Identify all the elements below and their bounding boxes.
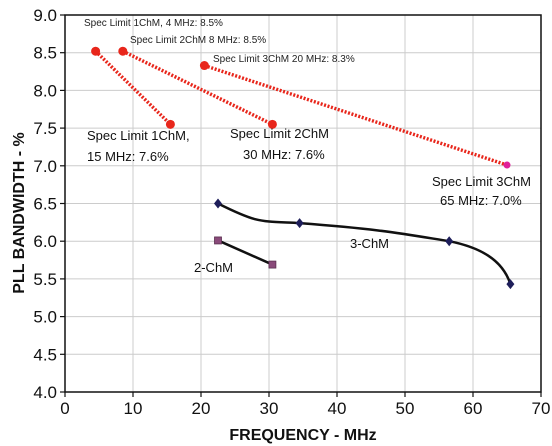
2-chm-point [214,236,222,245]
spec-limit-3chm-line [203,63,508,167]
grid-lines [65,15,541,392]
spec-limit-1chm-point [91,46,101,56]
spec1-bottom-annotation-line2: 15 MHz: 7.6% [87,149,169,164]
axis-ticks: 0 10 20 30 40 50 60 70 4.0 4.5 5.0 5.5 6.0 6.5 7.0 7.5 8… [33,6,550,418]
y-tick-label: 8.0 [33,81,57,100]
3-chm-point [214,198,222,209]
y-tick-label: 5.0 [33,308,57,327]
x-tick-label: 30 [260,399,279,418]
y-tick-label: 4.5 [33,345,57,364]
x-tick-label: 50 [396,399,415,418]
3-chm-point [506,279,515,290]
2-chm-point [268,260,277,269]
spec1-bottom-annotation-line1: Spec Limit 1ChM, [87,128,190,143]
x-axis-title: FREQUENCY - MHz [229,427,376,444]
spec-limit-1chm-point [165,119,175,129]
spec-limit-3chm-point [503,161,511,169]
spec3-bottom-annotation-line2: 65 MHz: 7.0% [440,193,522,208]
spec2-bottom-annotation-line1: Spec Limit 2ChM [230,126,329,141]
chm3-label: 3-ChM [350,236,389,251]
2-chm-line [217,239,273,266]
x-tick-label: 10 [124,399,143,418]
x-tick-label: 60 [464,399,483,418]
spec-limit-2chm-point [118,46,128,56]
y-tick-label: 8.5 [33,44,57,63]
y-tick-label: 4.0 [33,383,57,402]
spec3-bottom-annotation-line1: Spec Limit 3ChM [432,174,531,189]
y-tick-label: 6.5 [33,195,57,214]
spec2-bottom-annotation-line2: 30 MHz: 7.6% [243,147,325,162]
y-axis-title: PLL BANDWIDTH - % [11,132,28,293]
spec-limit-2chm-point [267,119,277,129]
x-tick-label: 70 [532,399,551,418]
x-tick-label: 0 [60,399,69,418]
x-tick-label: 20 [192,399,211,418]
3-chm-point [295,218,304,229]
y-tick-label: 7.5 [33,119,57,138]
spec-limit-2chm-line [122,49,274,126]
chm2-label: 2-ChM [194,260,233,275]
x-tick-label: 40 [328,399,347,418]
spec3-top-annotation: Spec Limit 3ChM 20 MHz: 8.3% [213,54,355,65]
series-group [91,46,515,290]
spec-limit-3chm-point [199,61,209,71]
y-tick-label: 6.0 [33,232,57,251]
spec2-top-annotation: Spec Limit 2ChM 8 MHz: 8.5% [130,35,266,46]
3-chm-curve [217,202,512,285]
y-tick-label: 7.0 [33,157,57,176]
3-chm-point [445,236,454,247]
y-tick-label: 5.5 [33,270,57,289]
spec-limit-1chm-line [94,49,172,126]
spec1-top-annotation: Spec Limit 1ChM, 4 MHz: 8.5% [84,18,223,29]
y-tick-label: 9.0 [33,6,57,25]
